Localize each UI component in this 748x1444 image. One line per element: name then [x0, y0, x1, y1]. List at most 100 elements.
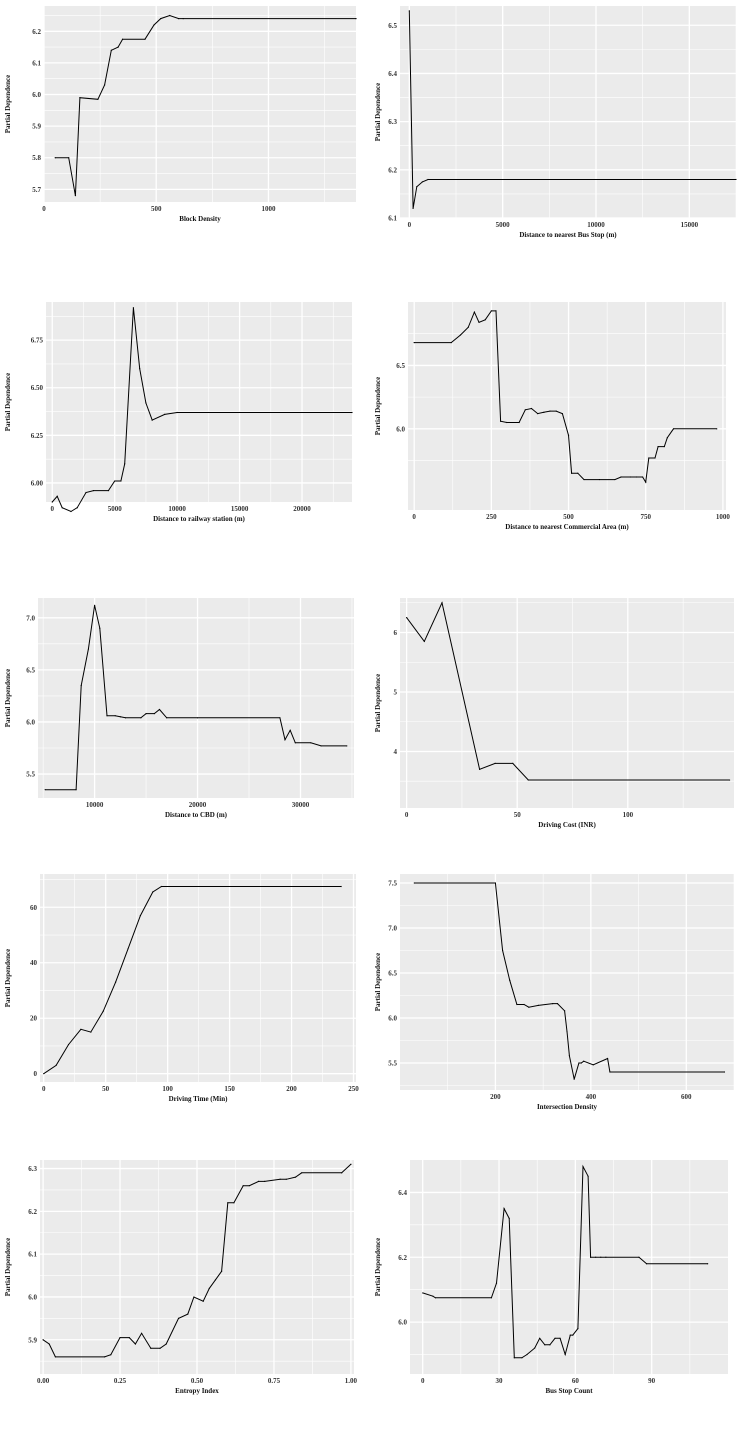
data-point [242, 1185, 244, 1187]
data-point [166, 717, 168, 719]
data-point [227, 1202, 229, 1204]
data-point [572, 1334, 574, 1336]
data-point [97, 98, 99, 100]
data-point [555, 410, 557, 412]
data-point [102, 1010, 104, 1012]
data-point [301, 1172, 303, 1174]
data-point [508, 1217, 510, 1219]
y-tick-label: 6.2 [398, 1254, 407, 1262]
y-tick-label: 4 [394, 748, 398, 756]
x-tick-label: 50 [514, 811, 522, 819]
data-point [537, 1004, 539, 1006]
chart-svg: 200 400 600 5.5 6.0 6.5 7.0 7.5 Intersection Den… [374, 874, 735, 1111]
y-tick-label: 6.0 [398, 1319, 407, 1327]
data-point [139, 368, 141, 370]
data-point [177, 1317, 180, 1319]
data-point [153, 713, 155, 715]
data-point [160, 18, 162, 20]
x-tick-label: 1000 [261, 205, 276, 213]
data-point [513, 1357, 515, 1359]
data-point [657, 445, 659, 448]
data-point [600, 1256, 602, 1258]
y-tick-label: 6.1 [388, 215, 397, 223]
x-tick-label: 100 [162, 1085, 173, 1093]
plot-panel [46, 302, 352, 502]
data-point [208, 1287, 210, 1289]
data-point [42, 1339, 44, 1341]
data-point [559, 1337, 561, 1339]
data-point [158, 708, 161, 711]
x-tick-label: 60 [572, 1377, 580, 1385]
data-point [587, 1175, 589, 1177]
series-line [406, 601, 730, 781]
data-point [590, 1256, 592, 1258]
data-point [539, 1337, 541, 1339]
data-point [43, 1073, 45, 1075]
data-point [534, 1347, 536, 1349]
data-point [127, 948, 129, 950]
chart-commercial-distance: 0 250 500 750 1000 6.0 6.5 Distance to nearest … [370, 296, 740, 586]
data-point [577, 472, 579, 474]
data-point [512, 762, 514, 764]
chart-svg: 0 250 500 750 1000 6.0 6.5 Distance to nearest … [374, 302, 730, 531]
y-tick-label: 6.0 [32, 91, 41, 99]
x-tick-label: 0.00 [37, 1377, 50, 1385]
data-point [530, 407, 533, 410]
data-point [160, 885, 163, 888]
data-point [134, 1343, 137, 1345]
plot-panel [400, 874, 734, 1090]
y-tick-label: 6.0 [396, 425, 405, 433]
chart-svg: 0 500 1000 5.7 5.8 5.9 6.0 6.1 6.2 Block Density P… [4, 6, 357, 223]
x-tick-label: 500 [563, 513, 574, 521]
data-point [202, 1300, 204, 1302]
data-point [152, 891, 154, 893]
data-point [638, 1256, 640, 1258]
data-point [549, 410, 551, 412]
x-tick-label: 0 [421, 1377, 425, 1385]
data-point [79, 97, 81, 99]
x-tick-label: 150 [224, 1085, 235, 1093]
data-point [346, 745, 348, 747]
data-point [723, 1071, 726, 1073]
data-point [478, 321, 480, 323]
data-point [459, 334, 462, 336]
data-point [48, 1343, 50, 1345]
y-tick-label: 6.5 [26, 666, 35, 674]
data-point [139, 915, 141, 917]
data-point [289, 729, 291, 731]
data-point [434, 1297, 437, 1299]
data-point [132, 307, 135, 309]
data-point [140, 1332, 143, 1334]
x-tick-label: 90 [648, 1377, 656, 1385]
data-point [503, 1208, 505, 1210]
data-point [571, 472, 573, 474]
data-point [341, 1172, 343, 1174]
data-point [421, 181, 423, 183]
data-point [68, 157, 70, 159]
x-tick-label: 5000 [496, 221, 511, 229]
y-axis-title: Partial Dependence [4, 669, 12, 728]
data-point [495, 1282, 498, 1284]
data-point [140, 717, 142, 719]
x-axis-title: Distance to railway station (m) [153, 515, 245, 523]
data-point [94, 604, 96, 606]
data-point [124, 463, 126, 465]
x-axis-title: Intersection Density [537, 1103, 598, 1111]
chart-svg: 10000 20000 30000 5.5 6.0 6.5 7.0 Distance to C… [4, 598, 354, 819]
data-point [441, 602, 443, 604]
data-point [128, 1337, 130, 1339]
y-tick-label: 6.4 [388, 70, 397, 78]
data-point [294, 1176, 297, 1178]
data-point [92, 489, 95, 492]
data-point [735, 178, 737, 181]
data-point [672, 428, 675, 430]
data-point [552, 1003, 554, 1005]
data-point [340, 885, 342, 888]
data-point [582, 1165, 584, 1168]
data-point [648, 457, 650, 459]
data-point [707, 1263, 709, 1265]
data-point [543, 411, 545, 413]
plot-panel [44, 6, 356, 202]
y-tick-label: 7.0 [388, 925, 397, 933]
data-point [221, 1270, 223, 1272]
